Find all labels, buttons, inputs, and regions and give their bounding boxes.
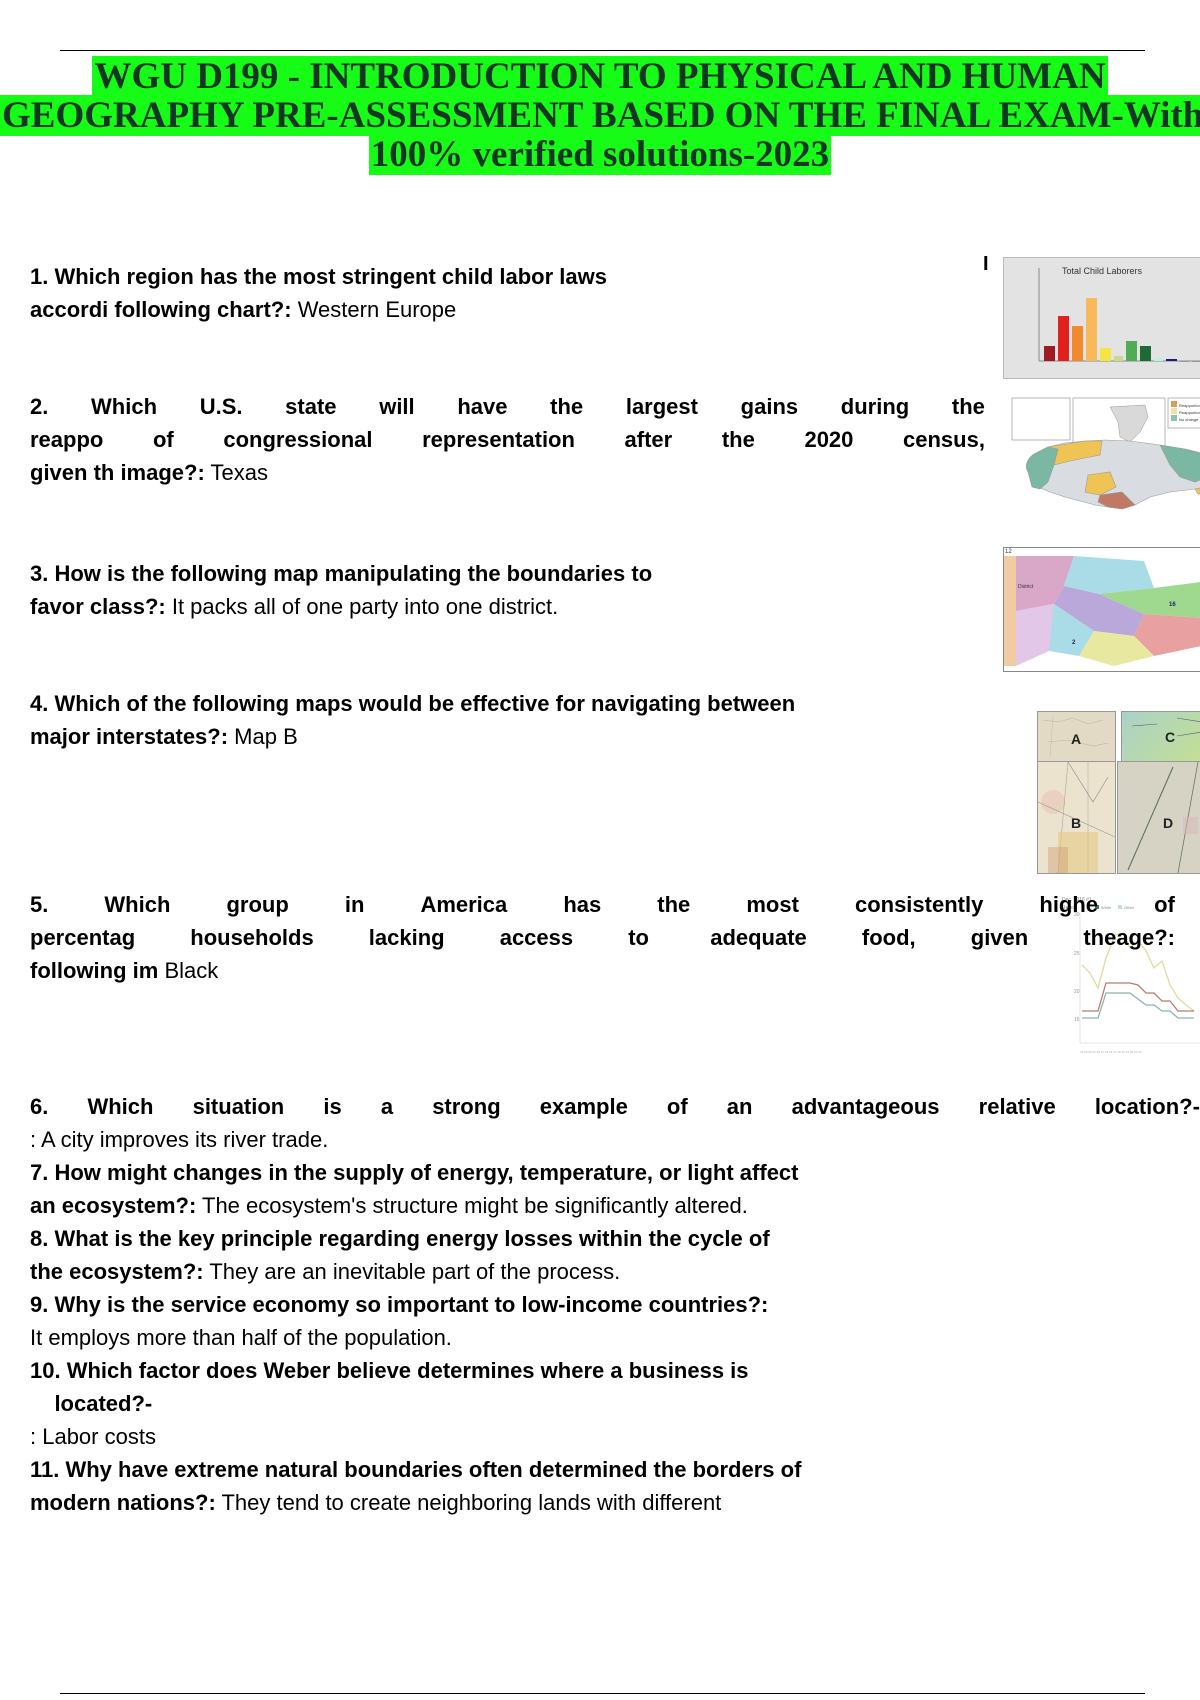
svg-text:15: 15: [1074, 1017, 1080, 1023]
svg-text:D: D: [1163, 815, 1173, 831]
svg-text:16 03 05 07 09 11 13 15 17 19: 16 03 05 07 09 11 13 15 17 19 21 23 25 2…: [1080, 1050, 1142, 1054]
svg-text:Total Child Laborers: Total Child Laborers: [1062, 266, 1143, 276]
svg-text:Reapportioned seats increase: Reapportioned seats increase: [1179, 403, 1200, 408]
svg-text:20: 20: [1074, 989, 1080, 995]
svg-text:District: District: [1018, 584, 1034, 590]
svg-text:B: B: [1071, 815, 1081, 831]
svg-text:No change: No change: [1179, 417, 1199, 422]
svg-text:Reapportioned seats decrease: Reapportioned seats decrease: [1179, 410, 1200, 415]
svg-text:16: 16: [1169, 602, 1176, 608]
